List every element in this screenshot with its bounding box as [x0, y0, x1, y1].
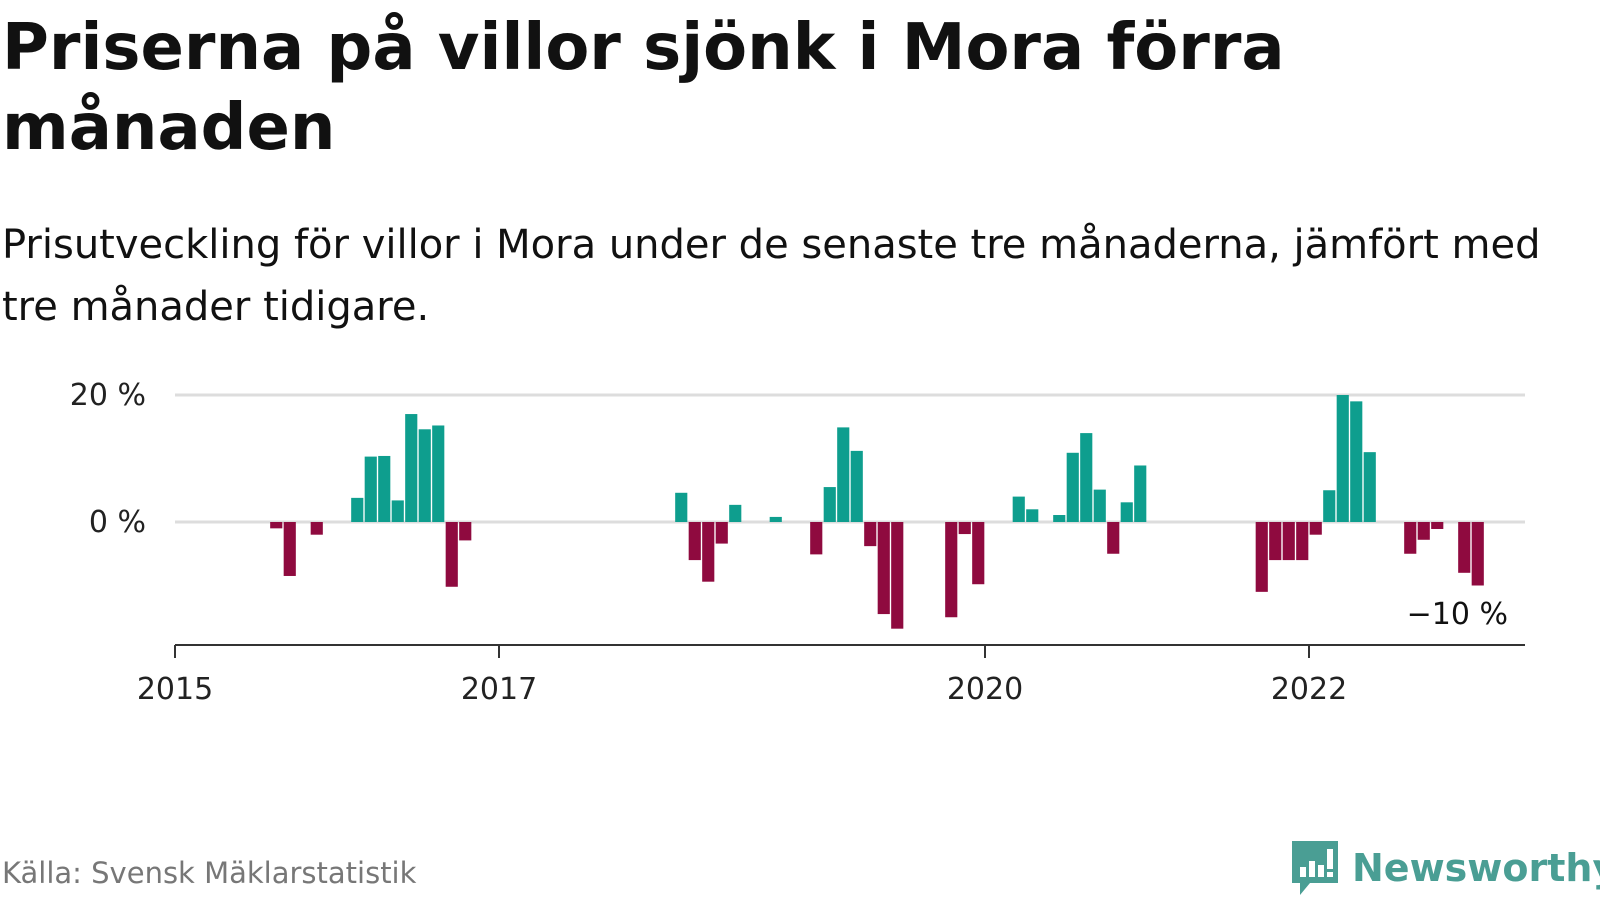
bar [891, 522, 904, 629]
bar [688, 522, 701, 561]
bar [850, 450, 863, 522]
bar-chart-speech-bubble-icon [1292, 841, 1338, 895]
bar [432, 425, 445, 522]
bar [823, 487, 836, 522]
bar [810, 522, 823, 555]
x-tick-label: 2015 [137, 672, 213, 707]
source-note: Källa: Svensk Mäklarstatistik [2, 856, 417, 890]
bar [715, 522, 728, 544]
y-tick-label: 0 % [89, 505, 146, 540]
x-tick-label: 2017 [461, 672, 537, 707]
bar [1012, 496, 1025, 522]
bar [675, 492, 688, 522]
bar [972, 522, 985, 585]
bar [459, 522, 472, 541]
bar [364, 456, 377, 522]
x-axis-ticks: 2015 2017 2020 2022 [137, 645, 1347, 707]
bar [958, 522, 971, 535]
bar [1336, 395, 1349, 522]
bar [945, 522, 958, 618]
bar [837, 427, 850, 522]
bar [1323, 490, 1336, 522]
last-value-label: −10 % [1407, 597, 1508, 632]
gridlines [175, 393, 1525, 524]
brand-name: Newsworthy [1352, 846, 1600, 890]
bar [702, 522, 715, 582]
bars [270, 395, 1484, 629]
bar [1080, 433, 1093, 522]
bar [310, 522, 323, 535]
bar [1093, 489, 1106, 522]
x-tick-label: 2020 [947, 672, 1023, 707]
bar [1026, 509, 1039, 522]
bar [1282, 522, 1295, 561]
bar [1120, 502, 1133, 522]
y-axis-ticks: 20 % 0 % [70, 378, 146, 540]
bar-chart: 20 % 0 % 2015 2017 2020 2022 −10 % [70, 378, 1525, 707]
bar [283, 522, 296, 576]
bar [1431, 522, 1444, 529]
bar [1107, 522, 1120, 554]
bar [1296, 522, 1309, 561]
bar [351, 497, 364, 522]
bar [1417, 522, 1430, 540]
bar [378, 455, 391, 522]
bar [1134, 465, 1147, 522]
bar [864, 522, 877, 547]
bar [1404, 522, 1417, 554]
y-tick-label: 20 % [70, 378, 146, 413]
brand-logo: Newsworthy [1290, 838, 1600, 898]
bar [1458, 522, 1471, 573]
x-tick-label: 2022 [1271, 672, 1347, 707]
bar [769, 516, 782, 522]
bar [1255, 522, 1268, 592]
bar [1350, 401, 1363, 522]
bar [1066, 452, 1079, 522]
bar [1363, 452, 1376, 522]
chart-subtitle: Prisutveckling för villor i Mora under d… [2, 222, 1541, 330]
bar [391, 500, 404, 522]
bar [418, 429, 431, 522]
bar [877, 522, 890, 615]
bar [1269, 522, 1282, 561]
chart-title: Priserna på villor sjönk i Mora förra må… [2, 11, 1285, 165]
bar [1471, 522, 1484, 586]
bar [445, 522, 458, 587]
bar [1309, 522, 1322, 535]
bar [1053, 515, 1066, 522]
bar [729, 504, 742, 522]
bar [270, 522, 283, 529]
bar [405, 414, 418, 522]
